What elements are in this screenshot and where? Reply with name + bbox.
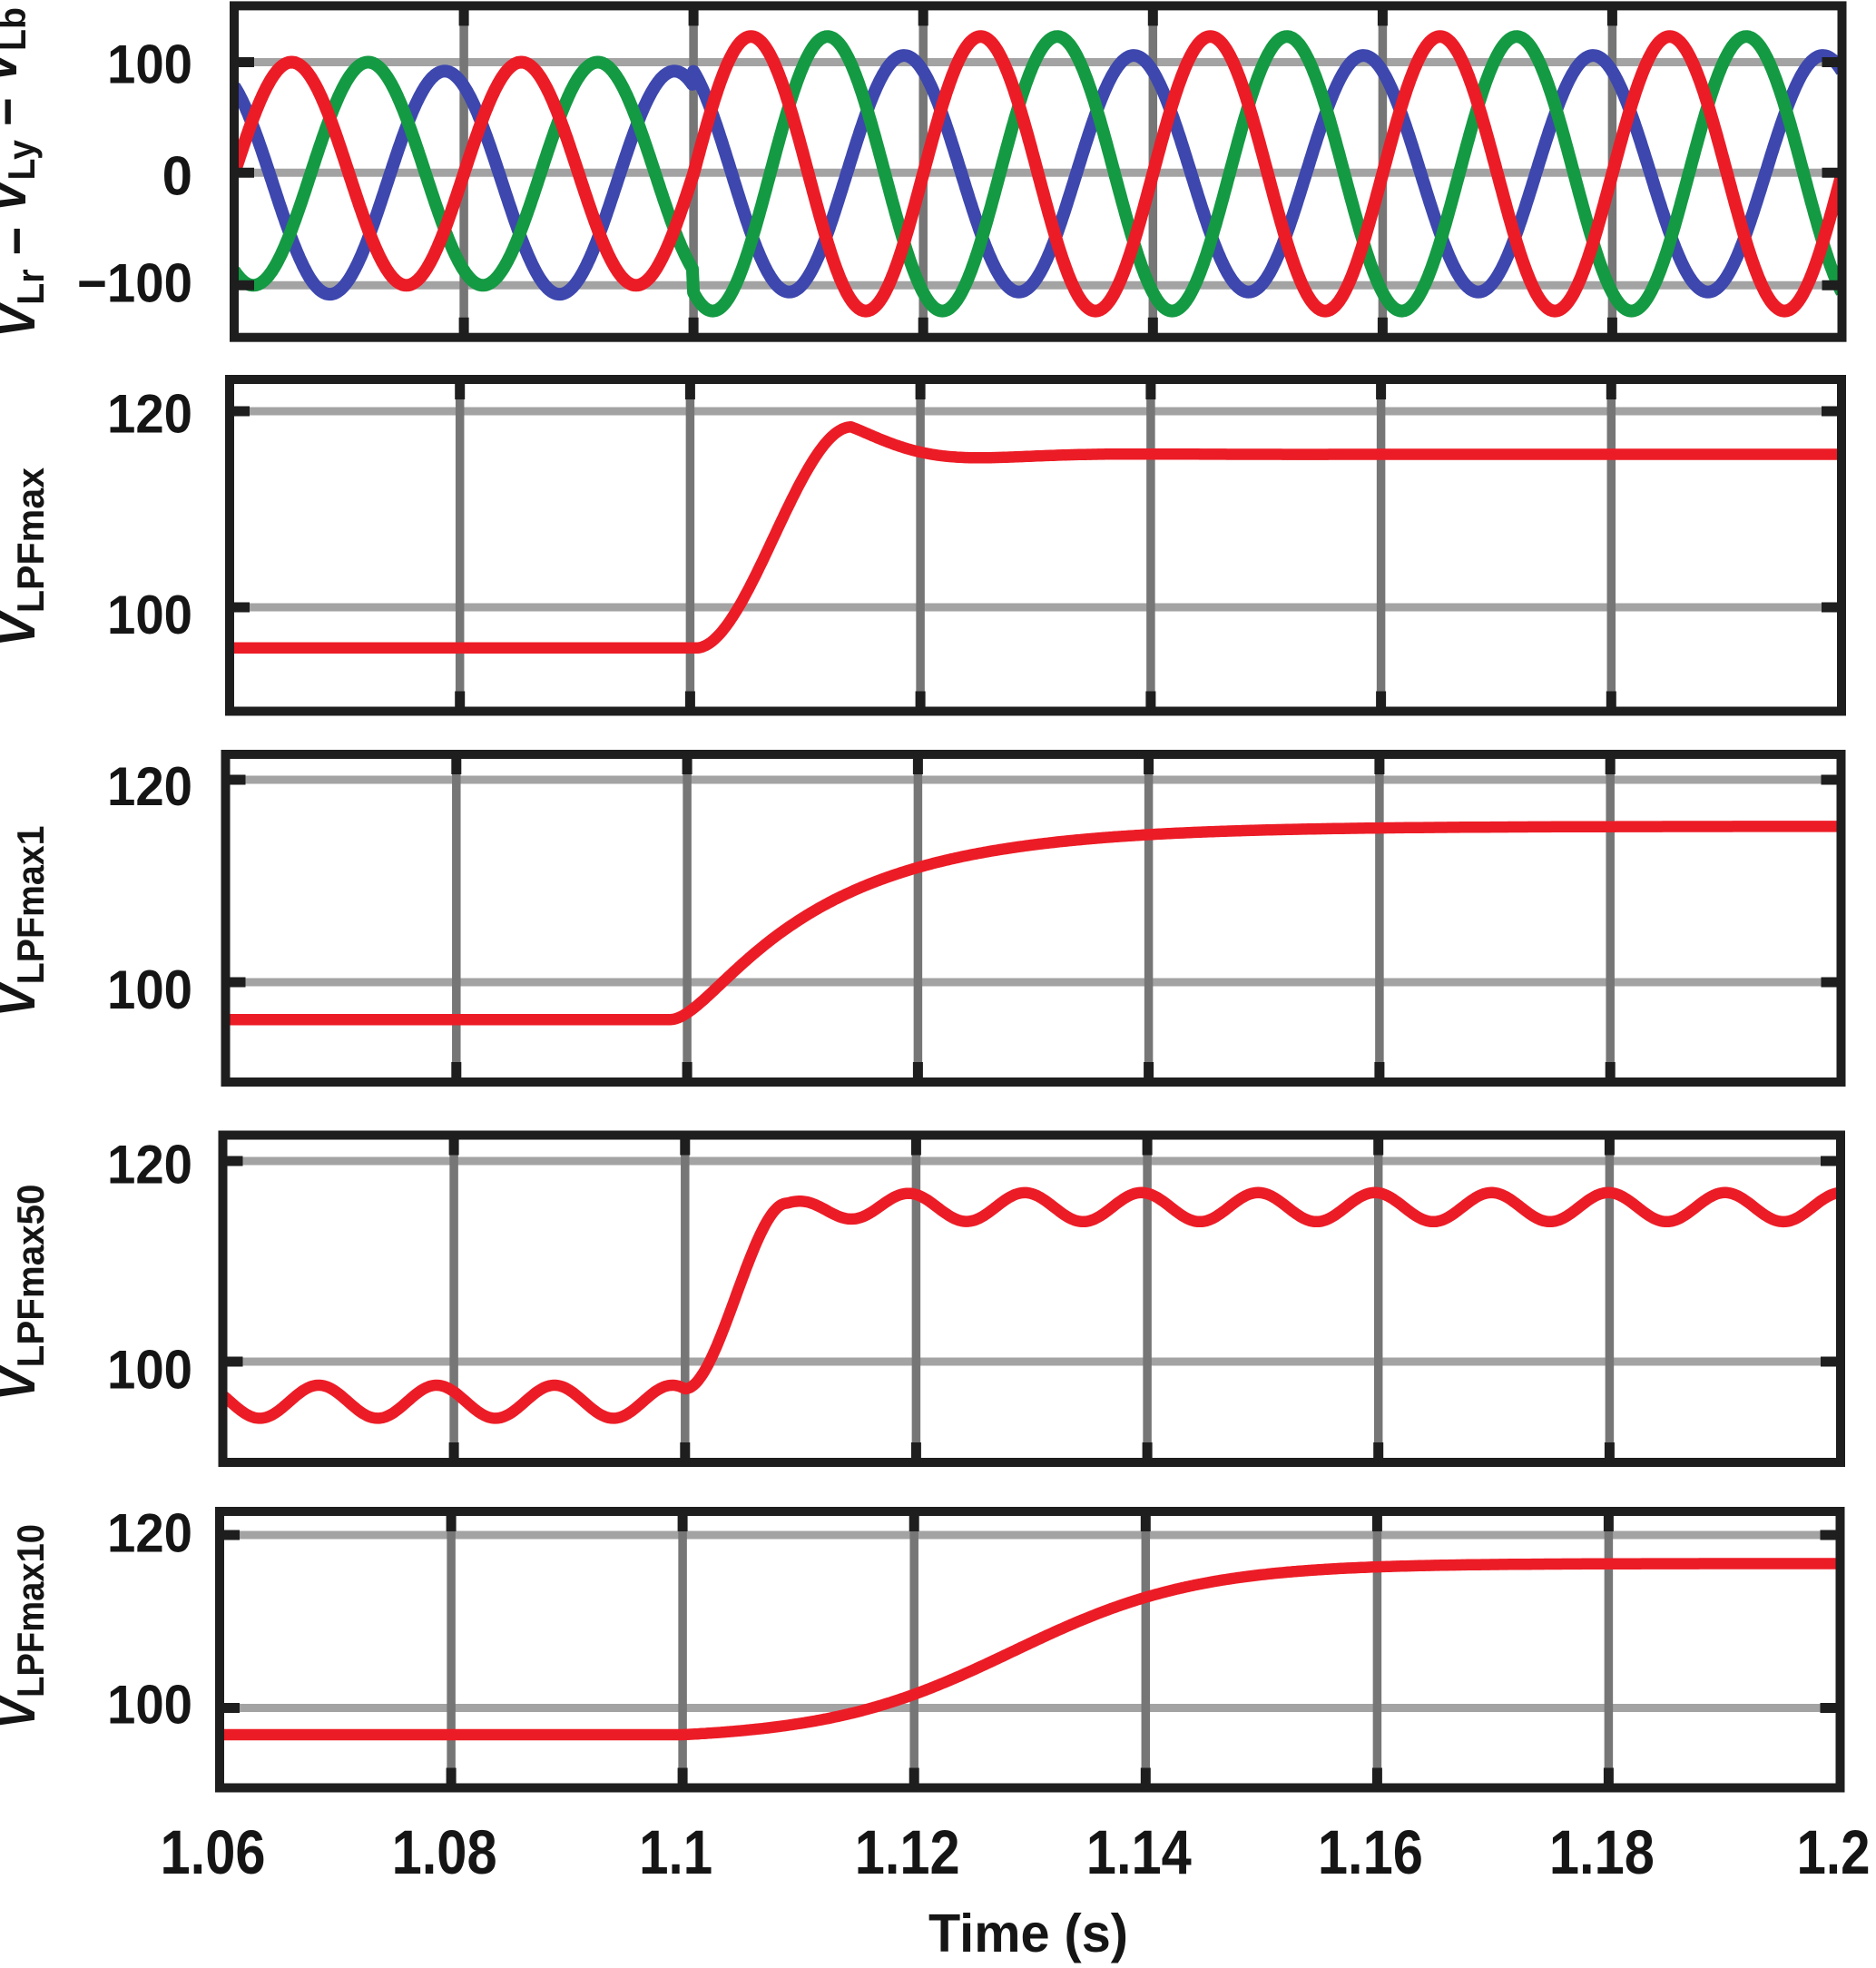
svg-text:100: 100 xyxy=(107,34,192,95)
svg-text:1.1: 1.1 xyxy=(639,1817,712,1887)
svg-text:100: 100 xyxy=(107,959,192,1020)
svg-text:0: 0 xyxy=(162,146,192,207)
svg-text:1.08: 1.08 xyxy=(392,1817,497,1887)
svg-text:100: 100 xyxy=(107,1675,192,1736)
svg-text:120: 120 xyxy=(107,756,192,817)
svg-text:1.14: 1.14 xyxy=(1086,1817,1192,1887)
svg-text:100: 100 xyxy=(107,585,192,645)
svg-text:−100: −100 xyxy=(77,252,192,313)
svg-text:VLPFmax10: VLPFmax10 xyxy=(0,1524,52,1729)
svg-text:100: 100 xyxy=(107,1339,192,1400)
svg-text:VLPFmax50: VLPFmax50 xyxy=(0,1185,52,1402)
svg-text:VLr − VLy − VLb: VLr − VLy − VLb xyxy=(0,7,52,338)
svg-text:1.2: 1.2 xyxy=(1797,1817,1871,1887)
svg-text:120: 120 xyxy=(107,1503,192,1564)
svg-text:1.18: 1.18 xyxy=(1549,1817,1655,1887)
svg-text:1.06: 1.06 xyxy=(161,1817,266,1887)
svg-text:VLPFmax: VLPFmax xyxy=(0,467,52,647)
svg-text:120: 120 xyxy=(107,384,192,445)
svg-text:1.16: 1.16 xyxy=(1318,1817,1423,1887)
svg-text:1.12: 1.12 xyxy=(855,1817,960,1887)
svg-text:VLPFmax1: VLPFmax1 xyxy=(0,826,52,1018)
svg-text:120: 120 xyxy=(107,1135,192,1196)
svg-text:Time (s): Time (s) xyxy=(928,1904,1128,1963)
